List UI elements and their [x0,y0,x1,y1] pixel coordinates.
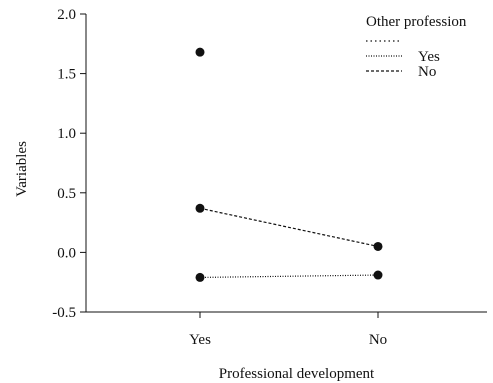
y-ticks: -0.5 0.0 0.5 1.0 1.5 2.0 [52,7,86,321]
data-point [373,241,383,251]
y-tick-label: -0.5 [52,305,76,321]
legend-entry-label: No [418,64,436,80]
x-tick-label: Yes [189,332,211,348]
series-points [195,47,383,282]
axes [85,14,487,313]
data-point [373,270,383,280]
x-tick-label: No [369,332,387,348]
data-point [195,47,205,57]
data-point [195,203,205,213]
y-tick-label: 2.0 [57,7,76,23]
x-axis-title: Professional development [219,366,375,382]
series-line-2 [199,207,379,248]
series-lines [199,207,379,279]
legend-entry-label: Yes [418,49,440,65]
series-line-1 [199,274,379,279]
y-tick-label: 0.0 [57,245,76,261]
legend-title: Other profession [366,14,467,30]
x-ticks: Yes No [189,312,387,348]
y-axis-title: Variables [14,141,30,197]
y-tick-label: 1.5 [57,67,76,83]
y-tick-label: 0.5 [57,186,76,202]
data-point [195,272,205,282]
y-tick-label: 1.0 [57,126,76,142]
